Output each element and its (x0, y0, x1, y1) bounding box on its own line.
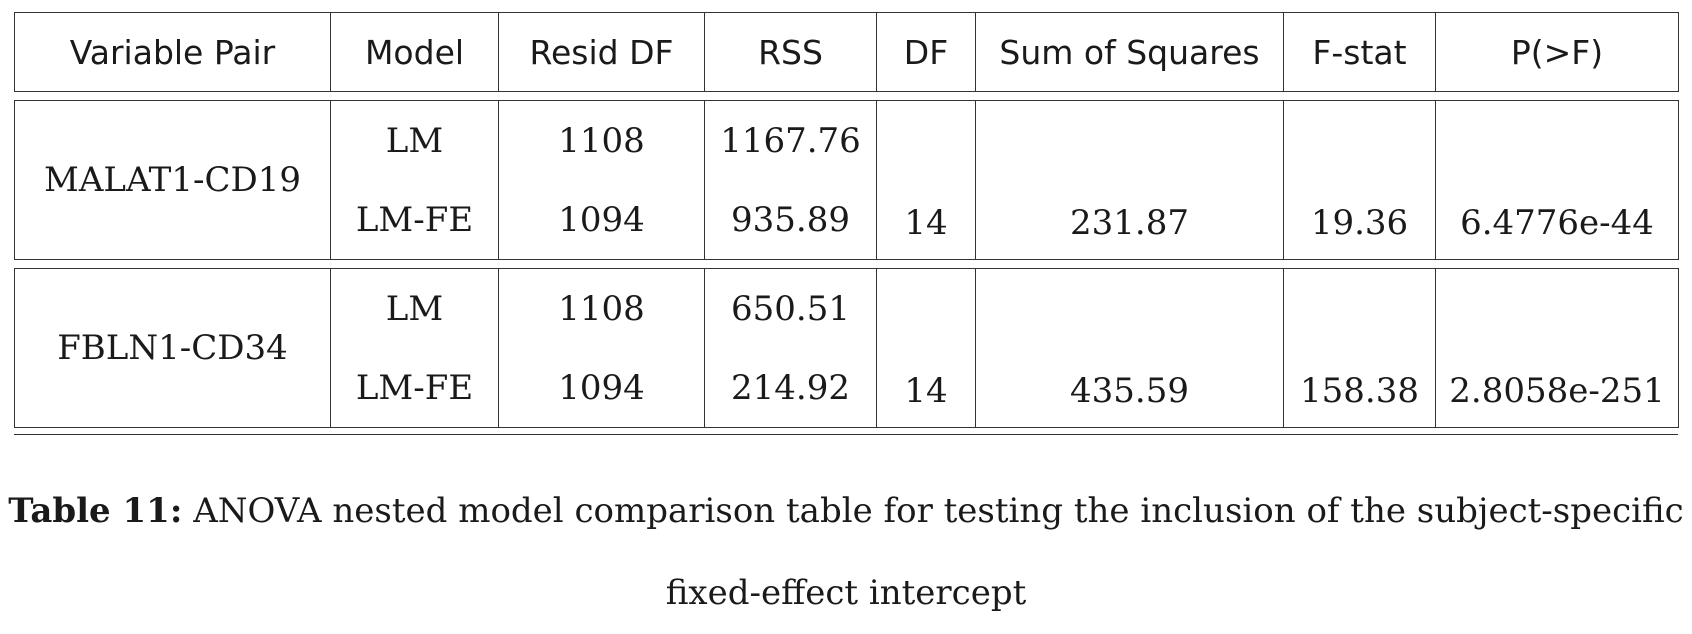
cell-rss: 1167.76 935.89 (704, 100, 877, 260)
df-value: 14 (904, 371, 948, 411)
resid-df-lm: 1108 (558, 120, 645, 161)
table-bottom-rule (14, 434, 1678, 435)
row-gap (14, 259, 1679, 269)
rss-lm-fe: 935.89 (731, 199, 850, 240)
cell-df: 14 (876, 268, 976, 428)
caption-text: ANOVA nested model comparison table for … (193, 491, 1684, 531)
f-stat-value: 158.38 (1300, 371, 1419, 411)
caption-line-1: Table 11: ANOVA nested model comparison … (0, 470, 1692, 552)
cell-sum-of-squares: 231.87 (975, 100, 1284, 260)
gap-cell (14, 259, 1679, 269)
resid-df-lm: 1108 (558, 288, 645, 329)
anova-table-container: Variable Pair Model Resid DF RSS DF Sum … (14, 12, 1679, 435)
model-lm-fe: LM-FE (355, 199, 474, 240)
rss-lm: 1167.76 (720, 120, 861, 161)
header-f-stat: F-stat (1283, 12, 1436, 92)
table-header-row: Variable Pair Model Resid DF RSS DF Sum … (14, 12, 1679, 92)
header-df: DF (876, 12, 976, 92)
row-gap (14, 91, 1679, 101)
cell-variable-pair: FBLN1-CD34 (14, 268, 331, 428)
resid-df-lm-fe: 1094 (558, 199, 645, 240)
model-lm-fe: LM-FE (355, 367, 474, 408)
caption-label: Table 11: (8, 491, 183, 531)
p-value: 6.4776e-44 (1460, 203, 1654, 243)
cell-variable-pair: MALAT1-CD19 (14, 100, 331, 260)
gap-cell (14, 91, 1679, 101)
header-resid-df: Resid DF (498, 12, 705, 92)
header-model: Model (330, 12, 499, 92)
resid-df-lm-fe: 1094 (558, 367, 645, 408)
rss-lm-fe: 214.92 (731, 367, 850, 408)
header-p-value: P(>F) (1435, 12, 1679, 92)
cell-f-stat: 19.36 (1283, 100, 1436, 260)
cell-rss: 650.51 214.92 (704, 268, 877, 428)
cell-model: LM LM-FE (330, 268, 499, 428)
p-value: 2.8058e-251 (1449, 371, 1665, 411)
sum-sq-value: 231.87 (1070, 203, 1189, 243)
cell-p-value: 6.4776e-44 (1435, 100, 1679, 260)
header-rss: RSS (704, 12, 877, 92)
rss-lm: 650.51 (731, 288, 850, 329)
cell-sum-of-squares: 435.59 (975, 268, 1284, 428)
cell-p-value: 2.8058e-251 (1435, 268, 1679, 428)
f-stat-value: 19.36 (1310, 203, 1409, 243)
table-caption: Table 11: ANOVA nested model comparison … (0, 470, 1692, 634)
df-value: 14 (904, 203, 948, 243)
cell-resid-df: 1108 1094 (498, 268, 705, 428)
header-variable-pair: Variable Pair (14, 12, 331, 92)
sum-sq-value: 435.59 (1070, 371, 1189, 411)
table-row-fbln1-cd34: FBLN1-CD34 LM LM-FE 1108 1094 650.51 (14, 268, 1679, 428)
model-lm: LM (385, 120, 444, 161)
cell-df: 14 (876, 100, 976, 260)
table-row-malat1-cd19: MALAT1-CD19 LM LM-FE 1108 1094 1167.76 (14, 100, 1679, 260)
header-sum-of-squares: Sum of Squares (975, 12, 1284, 92)
model-lm: LM (385, 288, 444, 329)
anova-table: Variable Pair Model Resid DF RSS DF Sum … (14, 12, 1679, 428)
cell-f-stat: 158.38 (1283, 268, 1436, 428)
caption-line-2: fixed-effect intercept (665, 573, 1027, 613)
cell-resid-df: 1108 1094 (498, 100, 705, 260)
cell-model: LM LM-FE (330, 100, 499, 260)
